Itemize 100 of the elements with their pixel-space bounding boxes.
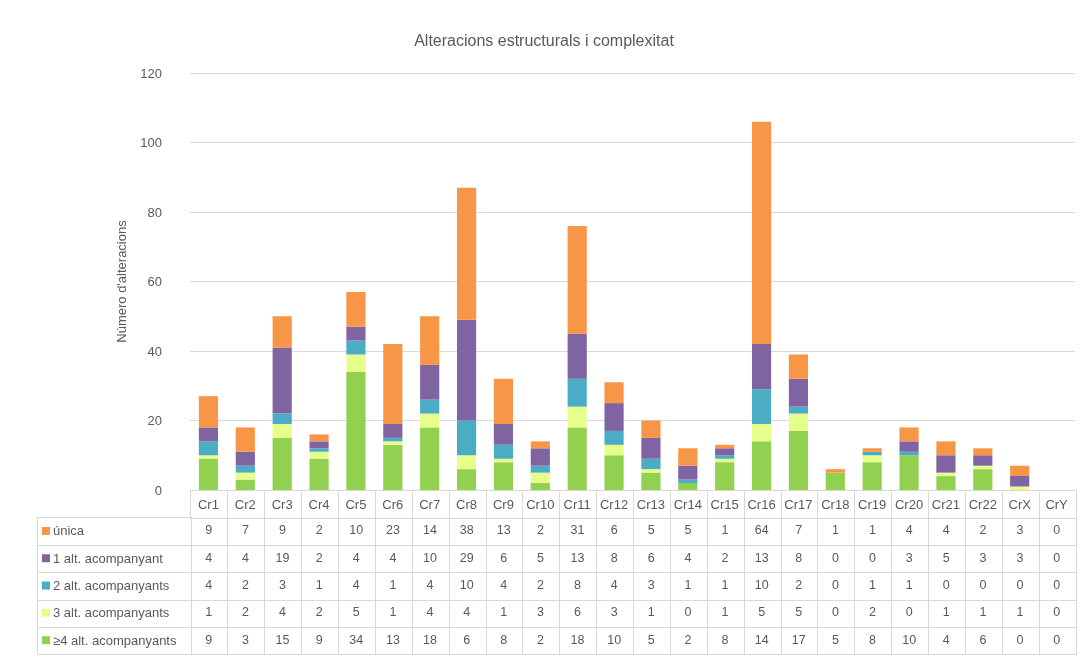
- data-label: 1: [706, 517, 745, 547]
- data-label: 29: [448, 544, 487, 574]
- data-label: 6: [632, 544, 671, 574]
- data-label: 2: [521, 571, 561, 601]
- data-label: 3: [1001, 517, 1040, 547]
- data-label: 1: [816, 517, 856, 547]
- data-label: 1: [485, 599, 524, 628]
- data-label: 9: [300, 626, 339, 656]
- bar: [272, 413, 292, 424]
- data-label: 3: [226, 626, 266, 656]
- bar: [641, 437, 661, 459]
- chart-title: Alteracions estructurals i complexitat: [414, 31, 675, 49]
- data-label: 1: [632, 599, 671, 628]
- data-label: 4: [337, 571, 376, 601]
- bar: [788, 378, 809, 407]
- data-label: 10: [411, 544, 450, 574]
- data-label: 1: [190, 599, 229, 628]
- bar: [715, 455, 735, 459]
- bar: [198, 458, 219, 490]
- data-label: 13: [485, 517, 524, 547]
- data-label: 13: [558, 544, 598, 574]
- bar: [567, 406, 587, 428]
- data-label: 13: [374, 626, 413, 656]
- bar: [272, 437, 292, 490]
- bar: [567, 427, 587, 490]
- data-label: 1: [300, 571, 339, 601]
- bar: [641, 472, 661, 490]
- x-tick-label: Cr4: [308, 497, 330, 512]
- legend-label: ≥4 alt. acompanyants: [53, 632, 177, 648]
- data-label: 9: [263, 517, 303, 547]
- x-tick-label: Cr8: [456, 497, 478, 512]
- data-label: 2: [300, 517, 339, 547]
- bar: [641, 420, 661, 438]
- data-label: 5: [632, 626, 671, 656]
- data-label: 2: [300, 544, 339, 574]
- bar: [383, 444, 403, 490]
- data-label: 0: [816, 571, 856, 601]
- bar: [751, 423, 772, 442]
- legend-label: 3 alt. acompanyants: [53, 605, 170, 621]
- data-label: 10: [890, 626, 929, 656]
- bar: [862, 462, 882, 490]
- data-label: 10: [337, 517, 376, 547]
- bar: [825, 472, 845, 490]
- data-label: 5: [927, 544, 966, 574]
- data-label: 64: [743, 517, 782, 547]
- x-tick-label: Cr6: [382, 497, 404, 512]
- data-label: 4: [890, 517, 929, 547]
- bar: [788, 430, 809, 490]
- bar: [936, 472, 956, 477]
- bar: [493, 378, 514, 424]
- bar: [383, 344, 403, 424]
- y-tick-label: 100: [140, 135, 162, 150]
- data-label: 4: [411, 571, 450, 601]
- data-label: 18: [558, 626, 598, 656]
- data-label: 5: [780, 599, 819, 628]
- bar: [420, 399, 440, 414]
- x-tick-label: Cr7: [419, 497, 441, 512]
- bar: [235, 472, 255, 480]
- bar: [936, 441, 956, 456]
- bar: [788, 413, 809, 431]
- y-tick-label: 80: [147, 204, 162, 220]
- data-label: 3: [890, 544, 929, 574]
- bar: [309, 448, 329, 452]
- data-label: 2: [780, 571, 819, 601]
- bar: [678, 465, 698, 480]
- bar: [309, 434, 329, 442]
- bar: [346, 371, 366, 490]
- bar: [567, 378, 587, 407]
- data-label: 3: [263, 571, 303, 601]
- x-tick-label: CrX: [1008, 497, 1032, 512]
- bar: [198, 455, 219, 459]
- data-label: 15: [263, 626, 303, 656]
- x-tick-label: Cr22: [968, 497, 997, 512]
- y-axis-title: Número d'alteracions: [114, 219, 129, 343]
- bar: [899, 427, 919, 442]
- bar: [235, 479, 255, 490]
- data-label: 10: [595, 626, 634, 656]
- data-label: 5: [521, 544, 561, 574]
- data-label: 1: [374, 599, 413, 628]
- data-label: 18: [411, 626, 450, 656]
- data-label: 4: [190, 571, 229, 601]
- data-label: 2: [853, 599, 893, 628]
- bar: [272, 347, 292, 414]
- x-tick-label: Cr13: [636, 497, 666, 512]
- data-label: 1: [374, 571, 413, 601]
- bar: [862, 448, 882, 452]
- bar: [456, 187, 477, 320]
- data-label: 5: [669, 517, 708, 547]
- bar: [309, 441, 329, 449]
- bar: [788, 354, 809, 379]
- bar: [235, 427, 255, 452]
- bar: [641, 458, 661, 470]
- data-label: 1: [927, 599, 966, 628]
- x-tick-label: Cr3: [271, 497, 293, 512]
- y-tick-label: 0: [154, 482, 162, 498]
- data-label: 34: [337, 626, 376, 656]
- data-label: 9: [190, 517, 229, 547]
- data-label: 14: [743, 626, 782, 656]
- bar: [309, 451, 329, 459]
- bar: [456, 469, 477, 490]
